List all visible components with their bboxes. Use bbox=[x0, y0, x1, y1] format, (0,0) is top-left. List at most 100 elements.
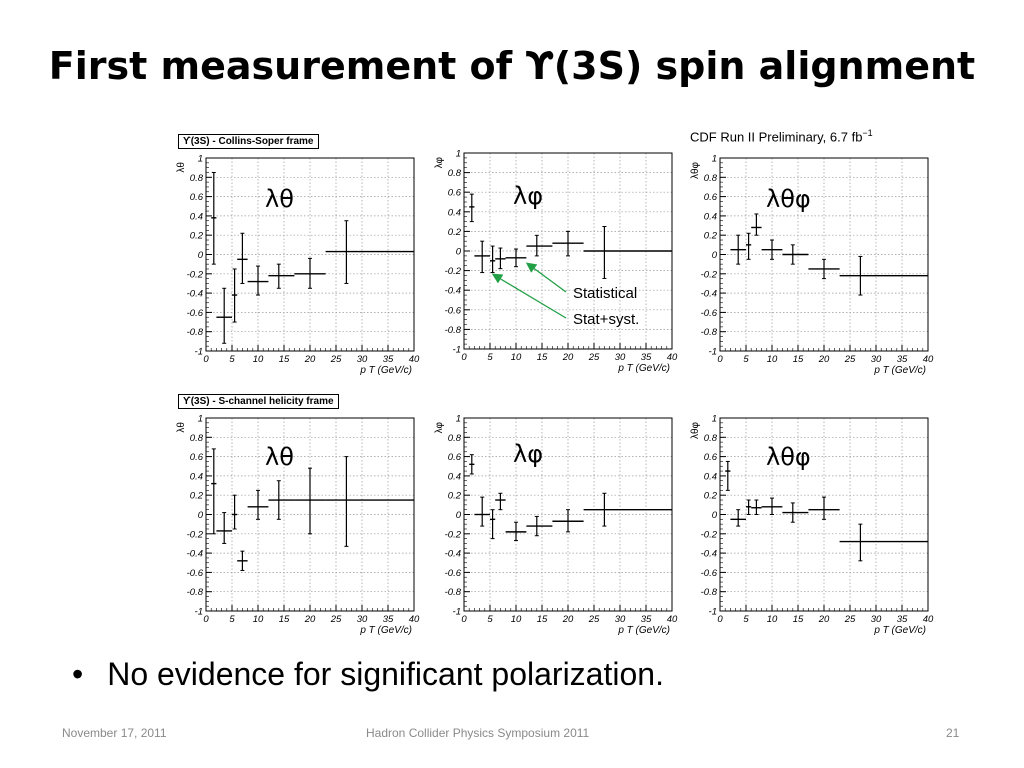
y-axis-title: λθφ bbox=[690, 161, 701, 179]
x-tick-label: 10 bbox=[253, 614, 264, 625]
data-point bbox=[469, 193, 475, 223]
x-tick-label: 25 bbox=[844, 614, 856, 625]
chart-panel-4: -1-0.8-0.6-0.4-0.200.20.40.60.810 5 10 15 20… bbox=[176, 414, 420, 637]
x-tick-label: 0 bbox=[717, 614, 723, 625]
x-tick-label: 40 bbox=[667, 614, 678, 625]
y-tick-label: 0.6 bbox=[704, 452, 718, 463]
data-point bbox=[232, 494, 238, 530]
y-tick-label: -0.6 bbox=[445, 305, 462, 316]
y-tick-label: -0.6 bbox=[701, 568, 718, 579]
data-point bbox=[583, 226, 672, 279]
data-point bbox=[505, 521, 527, 542]
y-tick-label: 0.8 bbox=[448, 168, 462, 179]
chart-panel-1: -1-0.8-0.6-0.4-0.200.20.40.60.810 5 10 15 20… bbox=[176, 154, 420, 377]
x-tick-label: 25 bbox=[844, 354, 856, 365]
y-tick-label: -0.8 bbox=[187, 587, 204, 598]
y-tick-label: -0.4 bbox=[701, 549, 717, 560]
data-point bbox=[552, 230, 584, 257]
x-tick-label: 15 bbox=[537, 352, 548, 363]
data-point bbox=[211, 171, 217, 265]
data-point bbox=[526, 515, 553, 537]
bullet-dot-icon: • bbox=[72, 656, 84, 692]
y-tick-label: -1 bbox=[709, 607, 717, 618]
frame-label-helicity: ϒ(3S) - S-channel helicity frame bbox=[178, 394, 339, 409]
parameter-label: λφ bbox=[513, 440, 543, 468]
x-tick-label: 20 bbox=[818, 354, 830, 365]
x-tick-label: 25 bbox=[588, 614, 600, 625]
y-tick-label: 0.4 bbox=[448, 471, 461, 482]
data-point bbox=[751, 213, 762, 236]
data-point bbox=[761, 497, 783, 515]
footer-date: November 17, 2011 bbox=[62, 726, 167, 740]
data-point bbox=[725, 460, 731, 491]
y-tick-label: -0.8 bbox=[701, 587, 718, 598]
y-axis-title: λφ bbox=[434, 421, 445, 433]
y-tick-label: -1 bbox=[195, 347, 203, 358]
x-tick-label: 30 bbox=[357, 354, 368, 365]
chart-panel-2: -1-0.8-0.6-0.4-0.200.20.40.60.810 5 10 15 20… bbox=[434, 149, 678, 375]
data-point bbox=[526, 234, 553, 257]
y-tick-label: -0.8 bbox=[445, 325, 462, 336]
y-tick-label: 0.6 bbox=[448, 452, 462, 463]
y-tick-label: -0.4 bbox=[187, 549, 203, 560]
y-tick-label: 1 bbox=[456, 149, 461, 160]
y-tick-label: 0.6 bbox=[448, 188, 462, 199]
x-tick-label: 35 bbox=[641, 352, 652, 363]
data-point bbox=[505, 248, 527, 268]
data-point bbox=[495, 492, 506, 511]
y-tick-label: 0 bbox=[456, 510, 462, 521]
y-axis-title: λθφ bbox=[690, 421, 701, 439]
y-tick-label: -1 bbox=[453, 345, 461, 356]
arrow-stat-syst bbox=[491, 273, 567, 319]
x-tick-label: 10 bbox=[767, 354, 778, 365]
conclusion-bullet: • No evidence for significant polarizatio… bbox=[72, 656, 664, 693]
data-point bbox=[808, 258, 840, 280]
x-tick-label: 5 bbox=[487, 352, 493, 363]
x-tick-label: 5 bbox=[229, 354, 235, 365]
y-tick-label: -0.2 bbox=[701, 269, 718, 280]
x-tick-label: 15 bbox=[279, 614, 290, 625]
x-tick-label: 0 bbox=[717, 354, 723, 365]
data-point bbox=[839, 255, 928, 296]
x-tick-label: 0 bbox=[461, 614, 467, 625]
parameter-label: λθ bbox=[265, 443, 294, 471]
data-point bbox=[211, 448, 217, 535]
y-tick-label: 1 bbox=[712, 414, 717, 425]
y-tick-label: 0.2 bbox=[704, 491, 718, 502]
data-point bbox=[216, 512, 232, 544]
x-tick-label: 25 bbox=[330, 614, 342, 625]
x-tick-label: 35 bbox=[897, 614, 908, 625]
y-tick-label: 1 bbox=[456, 414, 461, 425]
data-point bbox=[839, 523, 928, 562]
data-point bbox=[751, 499, 762, 515]
y-tick-label: -0.6 bbox=[445, 568, 462, 579]
annotation-stat-syst: Stat+syst. bbox=[573, 311, 639, 328]
y-tick-label: -0.4 bbox=[187, 289, 203, 300]
data-point bbox=[325, 456, 414, 547]
y-tick-label: 0.8 bbox=[704, 173, 718, 184]
y-tick-label: -0.8 bbox=[701, 327, 718, 338]
y-tick-label: 0 bbox=[456, 247, 462, 258]
y-tick-label: -0.6 bbox=[187, 568, 204, 579]
y-tick-label: 0.6 bbox=[190, 452, 204, 463]
data-point bbox=[490, 245, 496, 274]
y-tick-label: 0 bbox=[712, 510, 718, 521]
x-tick-label: 30 bbox=[615, 614, 626, 625]
data-point bbox=[474, 496, 490, 527]
x-tick-label: 20 bbox=[562, 614, 574, 625]
y-axis-title: λφ bbox=[434, 156, 445, 168]
data-point bbox=[808, 496, 840, 520]
x-tick-label: 35 bbox=[383, 354, 394, 365]
y-tick-label: 0.6 bbox=[704, 192, 718, 203]
y-tick-label: -0.6 bbox=[701, 308, 718, 319]
y-tick-label: -0.4 bbox=[445, 286, 461, 297]
chart-panel-3: -1-0.8-0.6-0.4-0.200.20.40.60.810 5 10 15 20… bbox=[690, 154, 934, 377]
chart-panel-5: -1-0.8-0.6-0.4-0.200.20.40.60.810 5 10 15 20… bbox=[434, 414, 678, 637]
x-tick-label: 30 bbox=[871, 614, 882, 625]
x-tick-label: 15 bbox=[537, 614, 548, 625]
data-point bbox=[730, 509, 746, 527]
y-tick-label: -0.4 bbox=[445, 549, 461, 560]
x-tick-label: 25 bbox=[588, 352, 600, 363]
x-axis-title: p T (GeV/c) bbox=[617, 625, 670, 636]
x-tick-label: 30 bbox=[615, 352, 626, 363]
